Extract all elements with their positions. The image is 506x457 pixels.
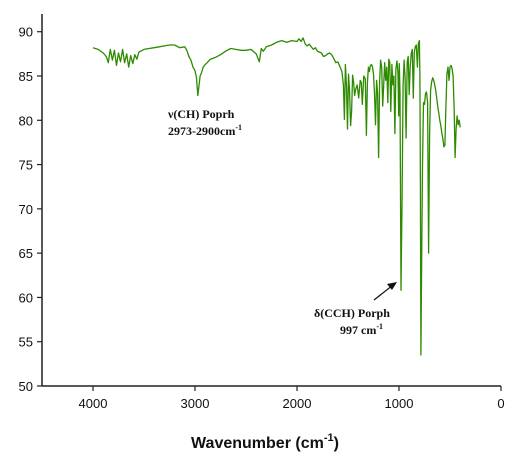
annotation-cch-line2: 997 cm-1 [340, 322, 383, 337]
y-tick-label: 70 [19, 202, 33, 217]
y-tick-label: 60 [19, 290, 33, 305]
annotation-ch-stretch: ν(CH) Poprh 2973-2900cm-1 [167, 107, 242, 138]
x-ticks: 4000 3000 2000 1000 0 [79, 386, 505, 411]
y-tick-label: 75 [19, 158, 33, 173]
x-tick-label: 1000 [385, 396, 414, 411]
annotation-cch-bend: δ(CCH) Porph 997 cm-1 [314, 282, 397, 337]
annotation-cch-line1: δ(CCH) Porph [314, 306, 390, 320]
annotation-arrow [373, 284, 394, 301]
x-tick-label: 0 [497, 396, 504, 411]
spectrum-line [92, 37, 461, 356]
annotation-ch-line2: 2973-2900cm-1 [168, 123, 242, 138]
axes [41, 14, 501, 387]
y-tick-label: 65 [19, 246, 33, 261]
x-tick-label: 3000 [181, 396, 210, 411]
y-tick-label: 50 [19, 379, 33, 394]
y-tick-label: 90 [19, 25, 33, 40]
x-axis-label: Wavenumber (cm-1) [191, 432, 339, 452]
y-tick-label: 55 [19, 335, 33, 350]
x-tick-label: 2000 [283, 396, 312, 411]
x-tick-label: 4000 [79, 396, 108, 411]
y-tick-label: 80 [19, 113, 33, 128]
annotation-ch-line1: ν(CH) Poprh [167, 107, 235, 121]
y-tick-label: 85 [19, 69, 33, 84]
arrow-head-icon [387, 282, 397, 290]
y-ticks: 50 55 60 65 70 75 80 85 90 [19, 25, 42, 394]
